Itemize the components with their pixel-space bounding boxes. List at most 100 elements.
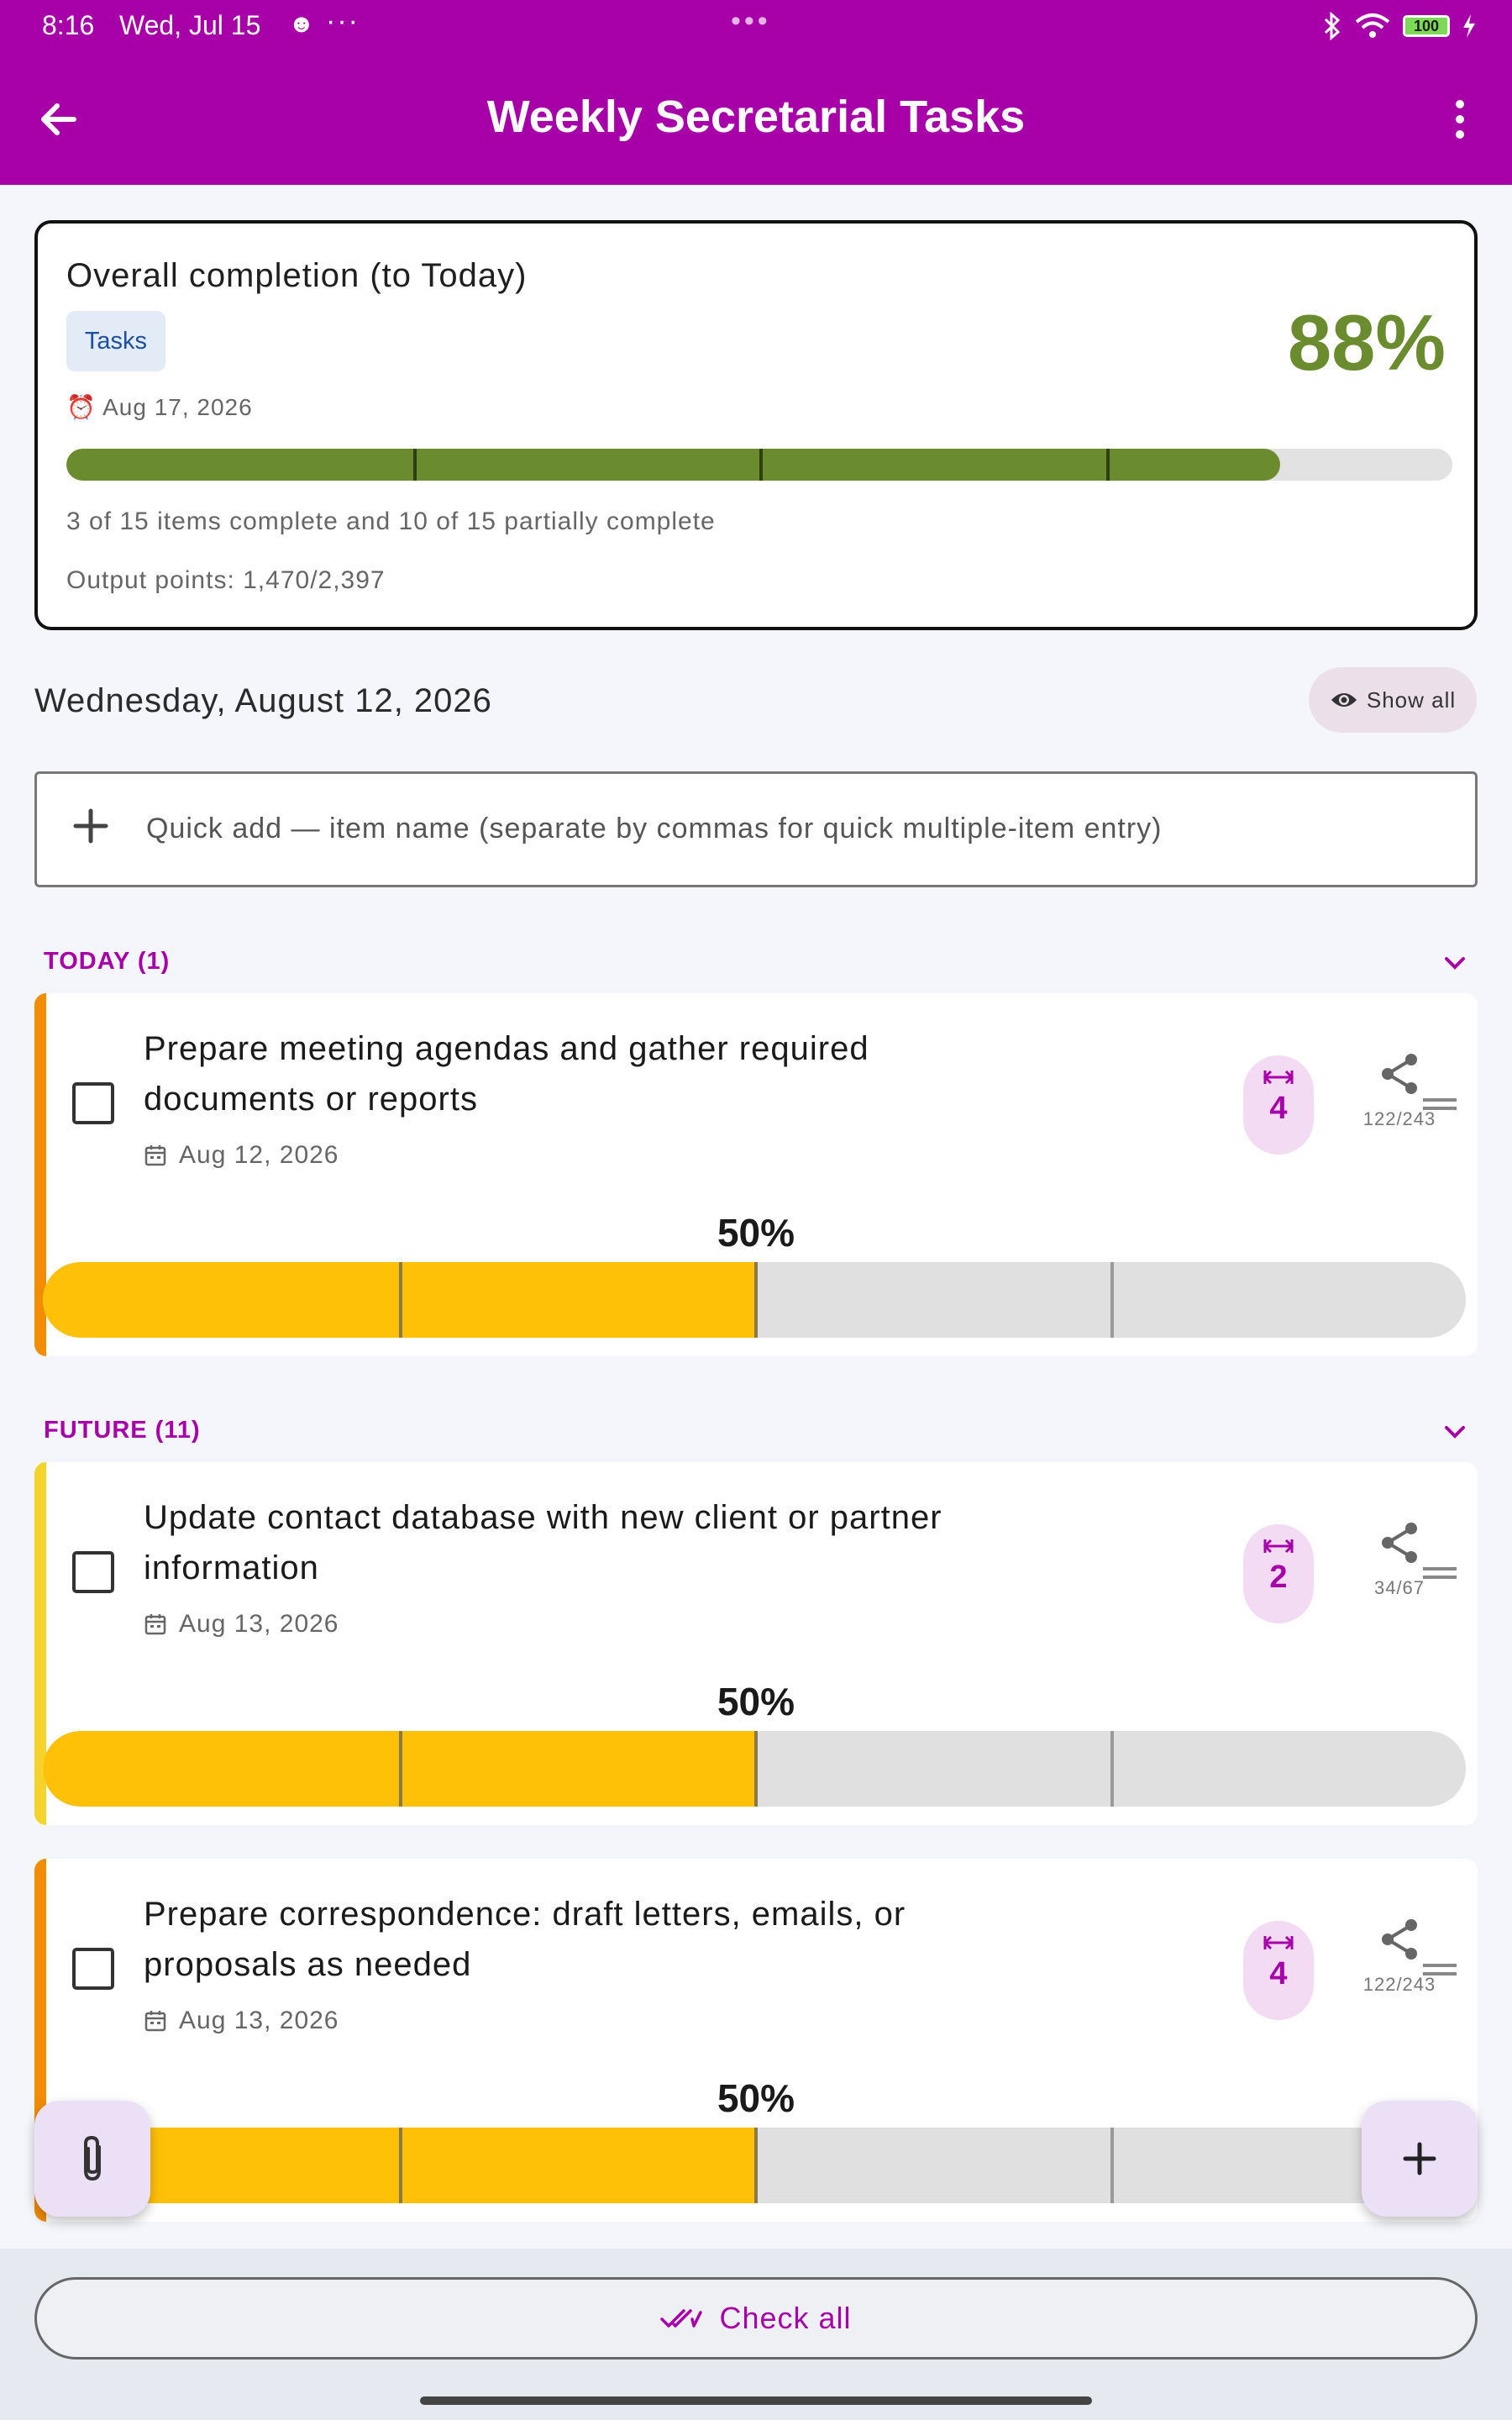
progress-tick <box>398 1731 402 1807</box>
category-chip[interactable]: Tasks <box>66 311 165 371</box>
progress-tick <box>754 1731 758 1807</box>
overall-date: ⏰ Aug 17, 2026 <box>66 393 253 421</box>
progress-tick <box>398 1262 402 1338</box>
battery-icon: 100 <box>1403 15 1450 37</box>
show-all-button[interactable]: Show all <box>1309 667 1477 733</box>
overall-progress-fill <box>66 449 1281 481</box>
charging-icon <box>1463 14 1475 38</box>
task-points: 122/243 <box>1362 1974 1436 1995</box>
progress-tick <box>754 1262 758 1338</box>
task-points: 122/243 <box>1362 1108 1436 1129</box>
task-accent <box>34 993 46 1356</box>
bluetooth-icon <box>1324 12 1341 40</box>
progress-tick <box>412 449 417 481</box>
effort-value: 4 <box>1269 1091 1288 1126</box>
width-arrows-icon <box>1263 1070 1294 1085</box>
double-check-icon <box>660 2309 703 2328</box>
progress-tick <box>398 2128 402 2203</box>
status-date: Wed, Jul 15 <box>119 10 261 40</box>
task-due-text: Aug 12, 2026 <box>179 1141 339 1169</box>
task-checkbox[interactable] <box>72 1082 114 1124</box>
calendar-icon <box>144 1614 166 1635</box>
notification-icon: ☻ <box>288 10 315 38</box>
share-icon <box>1382 1054 1417 1094</box>
points-summary: Output points: 1,470/2,397 <box>66 566 386 594</box>
width-arrows-icon <box>1263 1539 1294 1554</box>
plus-icon <box>1403 2142 1436 2175</box>
width-arrows-icon <box>1263 1935 1294 1950</box>
chevron-down-icon[interactable] <box>1438 1415 1472 1449</box>
overall-progress-bar <box>66 449 1452 481</box>
back-arrow-icon[interactable] <box>32 92 86 146</box>
task-due-text: Aug 13, 2026 <box>179 2007 339 2034</box>
overall-title: Overall completion (to Today) <box>66 257 528 294</box>
effort-value: 4 <box>1269 1956 1288 1991</box>
progress-tick <box>754 2128 758 2203</box>
effort-badge[interactable]: 4 <box>1243 1921 1314 2020</box>
share-button[interactable]: 122/243 <box>1341 1916 1458 1996</box>
task-checkbox[interactable] <box>72 1551 114 1593</box>
task-percent: 50% <box>717 1211 795 1255</box>
task-name: Prepare meeting agendas and gather requi… <box>144 1030 869 1118</box>
items-summary: 3 of 15 items complete and 10 of 15 part… <box>66 508 716 535</box>
progress-tick <box>1110 1262 1114 1338</box>
plus-icon <box>73 808 108 844</box>
chevron-down-icon[interactable] <box>1438 946 1472 980</box>
task-card[interactable]: Prepare meeting agendas and gather requi… <box>34 993 1478 1356</box>
task-card[interactable]: Update contact database with new client … <box>34 1462 1478 1825</box>
effort-badge[interactable]: 4 <box>1243 1055 1314 1155</box>
add-item-button[interactable] <box>1362 2101 1478 2217</box>
quick-add-placeholder: Quick add — item name (separate by comma… <box>146 813 1163 844</box>
task-percent: 50% <box>717 1680 795 1723</box>
app-top-bar: 8:16 Wed, Jul 15 ☻ ··· ••• 100 Weekly Se… <box>0 0 1512 185</box>
share-button[interactable]: 122/243 <box>1341 1050 1458 1130</box>
page-title: Weekly Secretarial Tasks <box>486 92 1026 142</box>
task-progress-bar[interactable] <box>43 2128 1466 2203</box>
task-card[interactable]: Prepare correspondence: draft letters, e… <box>34 1859 1478 2222</box>
quick-add-field[interactable]: Quick add — item name (separate by comma… <box>34 771 1478 887</box>
more-notifications-icon: ··· <box>326 5 360 37</box>
effort-value: 2 <box>1269 1560 1288 1595</box>
calendar-icon <box>144 1145 166 1166</box>
task-progress-bar[interactable] <box>43 1731 1466 1807</box>
task-checkbox[interactable] <box>72 1948 114 1990</box>
share-button[interactable]: 34/67 <box>1341 1519 1458 1599</box>
share-icon <box>1382 1523 1417 1563</box>
check-all-button[interactable]: Check all <box>34 2277 1478 2360</box>
calendar-icon <box>144 2011 166 2032</box>
status-icons: 100 <box>1322 10 1477 42</box>
progress-tick <box>1105 449 1110 481</box>
eye-icon <box>1331 693 1357 707</box>
day-heading: Wednesday, August 12, 2026 <box>34 682 492 719</box>
drag-handle-icon[interactable] <box>1420 1563 1459 1583</box>
alarm-clock-icon: ⏰ <box>66 394 97 420</box>
task-due-text: Aug 13, 2026 <box>179 1610 339 1638</box>
share-icon <box>1382 1919 1417 1960</box>
progress-tick <box>1110 2128 1114 2203</box>
task-due: Aug 13, 2026 <box>144 1610 339 1639</box>
status-time: 8:16 <box>42 10 95 40</box>
progress-tick <box>759 449 763 481</box>
overall-percent: 88% <box>1287 298 1446 387</box>
drag-handle-icon[interactable] <box>1420 1960 1459 1980</box>
task-percent: 50% <box>717 2076 795 2120</box>
wifi-icon <box>1355 13 1390 38</box>
task-due: Aug 12, 2026 <box>144 1141 339 1170</box>
task-accent <box>34 1462 46 1825</box>
drag-handle-icon[interactable] <box>1420 1094 1459 1114</box>
paperclip-icon <box>84 2135 101 2181</box>
window-handle-icon: ••• <box>731 5 771 37</box>
progress-tick <box>1110 1731 1114 1807</box>
task-name: Prepare correspondence: draft letters, e… <box>144 1896 906 1983</box>
task-progress-bar[interactable] <box>43 1262 1466 1338</box>
attach-button[interactable] <box>34 2101 150 2217</box>
section-today-label[interactable]: TODAY (1) <box>44 948 171 975</box>
overall-completion-card[interactable]: Overall completion (to Today) Tasks 88% … <box>34 220 1478 630</box>
gesture-nav-bar[interactable] <box>420 2396 1092 2405</box>
more-vert-icon[interactable] <box>1433 92 1487 146</box>
effort-badge[interactable]: 2 <box>1243 1524 1314 1623</box>
status-bar: 8:16 Wed, Jul 15 ☻ ··· ••• 100 <box>0 0 1512 54</box>
task-due: Aug 13, 2026 <box>144 2007 339 2035</box>
task-points: 34/67 <box>1373 1577 1425 1598</box>
section-future-label[interactable]: FUTURE (11) <box>44 1417 201 1444</box>
